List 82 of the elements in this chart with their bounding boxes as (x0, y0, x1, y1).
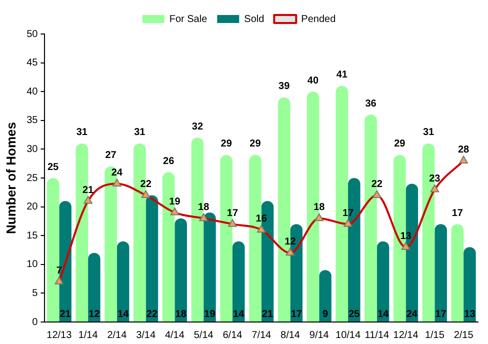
data-label: 17 (290, 308, 302, 320)
x-tick-label: 1/14 (78, 330, 98, 341)
data-label: 32 (192, 121, 204, 132)
x-tick-label: 6/14 (222, 330, 243, 341)
y-tick-label: 25 (26, 172, 38, 184)
data-label: 25 (348, 308, 360, 320)
x-tick-label: 10/14 (336, 330, 361, 341)
data-label: 29 (220, 138, 232, 150)
bar (146, 195, 158, 322)
data-label: 23 (429, 173, 441, 184)
data-label: 19 (169, 196, 181, 208)
data-label: 31 (76, 127, 88, 138)
data-label: 31 (134, 127, 146, 138)
bar (88, 252, 100, 322)
y-tick-label: 20 (26, 202, 38, 213)
x-tick-label: 9/14 (309, 330, 330, 341)
legend-label: For Sale (169, 14, 208, 25)
bar (434, 224, 447, 322)
x-tick-label: 3/14 (136, 330, 156, 341)
x-tick-label: 2/14 (107, 330, 128, 341)
data-label: 17 (226, 208, 238, 219)
y-tick-label: 10 (26, 259, 38, 270)
y-tick-label: 40 (26, 86, 38, 98)
data-label: 21 (82, 184, 94, 196)
data-label: 14 (377, 308, 390, 320)
y-axis-title: Number of Homes (3, 122, 18, 234)
bar (464, 247, 476, 322)
data-label: 40 (307, 75, 319, 86)
bar (204, 212, 216, 322)
bar (116, 241, 130, 322)
y-tick-label: 0 (32, 316, 38, 328)
data-label: 9 (322, 308, 328, 320)
legend-label: Sold (244, 14, 264, 25)
bar (451, 224, 464, 322)
x-tick-label: 12/14 (393, 330, 419, 341)
data-label: 27 (105, 150, 117, 162)
data-label: 18 (175, 308, 187, 320)
data-label: 41 (336, 70, 348, 81)
x-tick-label: 5/14 (194, 330, 214, 341)
data-label: 21 (60, 308, 72, 320)
data-label: 22 (146, 308, 158, 320)
data-label: 24 (111, 168, 123, 179)
data-label: 17 (435, 308, 447, 320)
data-label: 22 (140, 179, 152, 190)
y-tick-label: 30 (26, 144, 38, 155)
x-tick-label: 1/15 (424, 330, 445, 341)
bar (376, 241, 390, 322)
data-label: 26 (163, 156, 175, 167)
data-label: 28 (458, 144, 470, 156)
y-tick-label: 35 (26, 115, 38, 126)
data-label: 22 (371, 179, 383, 190)
bar (232, 241, 245, 322)
x-tick-label: 12/13 (46, 330, 72, 341)
data-label: 36 (365, 98, 377, 110)
data-label: 24 (406, 308, 418, 320)
data-label: 14 (233, 308, 245, 320)
data-label: 25 (47, 162, 60, 173)
data-label: 21 (262, 308, 274, 320)
y-tick-label: 15 (26, 230, 38, 242)
bar (46, 178, 60, 322)
x-tick-label: 2/15 (454, 330, 474, 341)
data-label: 31 (422, 127, 435, 138)
bar (174, 218, 187, 322)
x-tick-label: 8/14 (280, 330, 300, 341)
data-label: 39 (278, 81, 290, 92)
data-label: 29 (250, 138, 262, 150)
bar (319, 270, 332, 322)
x-tick-label: 4/14 (164, 330, 185, 341)
y-tick-label: 50 (26, 28, 38, 40)
y-tick-label: 5 (32, 288, 38, 299)
data-label: 17 (452, 208, 464, 219)
y-tick-label: 45 (26, 58, 38, 69)
data-label: 18 (198, 202, 210, 214)
x-tick-label: 11/14 (364, 330, 390, 341)
data-label: 19 (204, 308, 216, 320)
data-label: 14 (118, 308, 130, 320)
legend-label: Pended (301, 14, 336, 25)
x-tick-label: 7/14 (252, 330, 272, 341)
data-label: 18 (314, 202, 326, 214)
data-label: 13 (464, 308, 476, 320)
data-label: 29 (394, 138, 406, 150)
data-label: 12 (88, 308, 100, 320)
